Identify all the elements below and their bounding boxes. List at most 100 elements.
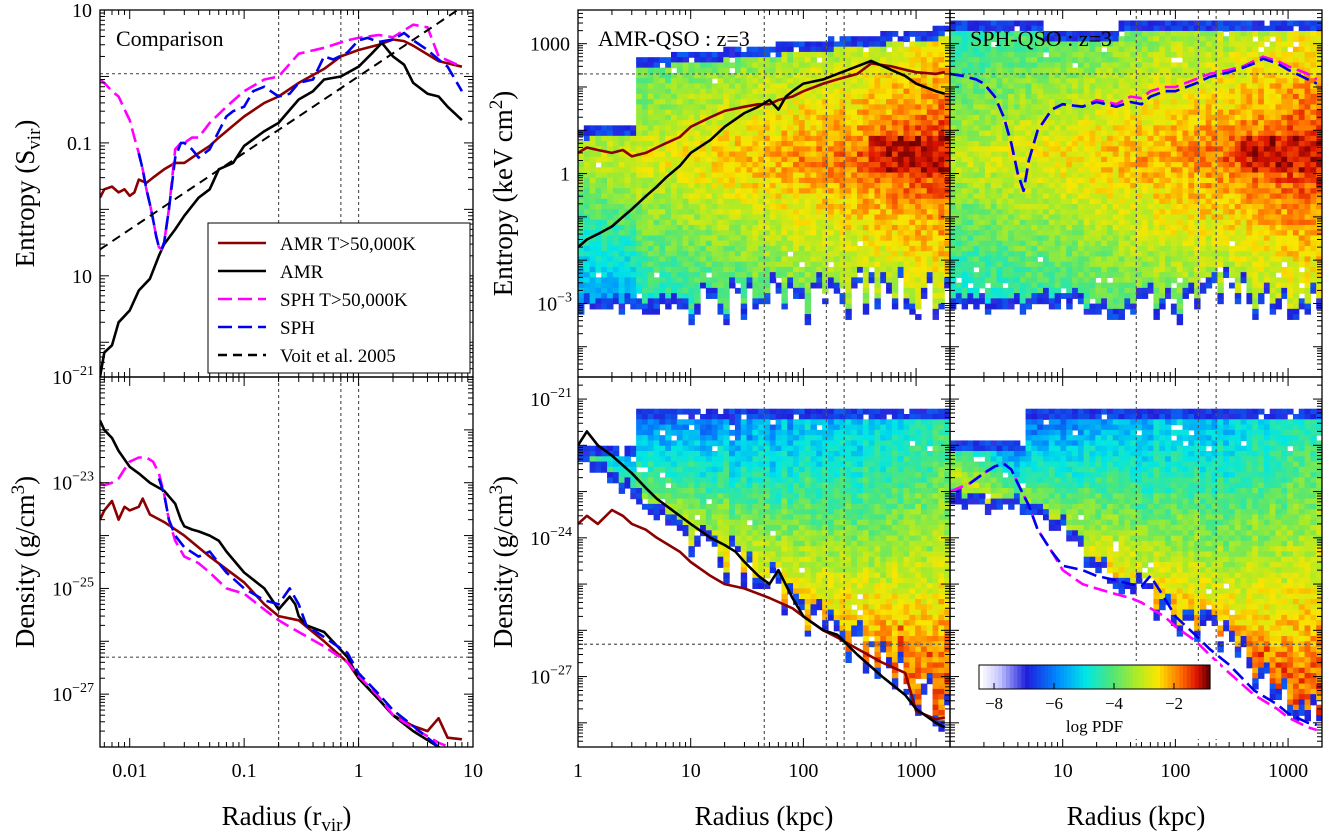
heatmap-cell: [810, 209, 817, 216]
heatmap-cell: [1031, 162, 1038, 168]
heatmap-cell: [961, 251, 969, 258]
heatmap-cell: [857, 93, 864, 100]
heatmap-cell: [665, 198, 672, 205]
heatmap-cell: [816, 203, 823, 210]
heatmap-cell: [984, 209, 992, 216]
heatmap-cell: [746, 193, 753, 200]
heatmap-cell: [955, 183, 963, 189]
heatmap-cell: [967, 162, 974, 168]
heatmap-cell: [671, 114, 678, 121]
heatmap-cell: [1083, 67, 1091, 74]
heatmap-cell: [891, 203, 899, 210]
heatmap-cell: [595, 135, 602, 142]
heatmap-cell: [659, 109, 666, 116]
heatmap-cell: [996, 41, 1003, 48]
heatmap-cell: [984, 245, 992, 252]
heatmap-cell: [996, 256, 1003, 263]
heatmap-cell: [711, 198, 719, 205]
heatmap-cell: [979, 72, 986, 79]
heatmap-cell: [816, 99, 823, 105]
heatmap-cell: [961, 224, 969, 231]
heatmap-cell: [798, 114, 806, 121]
heatmap-cell: [1043, 235, 1050, 242]
heatmap-cell: [868, 51, 876, 58]
heatmap-cell: [839, 177, 846, 184]
heatmap-cell: [578, 141, 585, 147]
heatmap-cell: [752, 230, 759, 237]
heatmap-cell: [903, 57, 910, 64]
heatmap-cell: [1043, 282, 1050, 289]
heatmap-cell: [746, 104, 753, 111]
heatmap-cell: [1089, 203, 1096, 210]
heatmap-cell: [1025, 78, 1032, 84]
heatmap-cell: [891, 277, 899, 284]
heatmap-cell: [903, 251, 910, 258]
heatmap-cell: [903, 104, 910, 111]
heatmap-cell: [897, 120, 905, 126]
heatmap-cell: [793, 57, 800, 64]
heatmap-cell: [723, 256, 730, 263]
heatmap-cell: [740, 88, 748, 95]
heatmap-cell: [967, 193, 974, 200]
heatmap-cell: [764, 214, 771, 221]
heatmap-cell: [862, 141, 870, 147]
heatmap-cell: [996, 224, 1003, 231]
heatmap-cell: [676, 104, 684, 111]
heatmap-cell: [891, 230, 899, 237]
heatmap-cell: [653, 177, 660, 184]
heatmap-cell: [647, 130, 655, 137]
heatmap-cell: [880, 46, 887, 53]
heatmap-cell: [967, 93, 974, 100]
heatmap-cell: [1077, 130, 1085, 137]
heatmap-cell: [769, 88, 777, 95]
heatmap-cell: [1013, 57, 1021, 64]
heatmap-cell: [1089, 266, 1096, 273]
heatmap-cell: [1019, 67, 1027, 74]
heatmap-cell: [595, 235, 602, 242]
heatmap-cell: [752, 156, 759, 163]
heatmap-cell: [862, 172, 870, 179]
heatmap-cell: [827, 224, 835, 231]
heatmap-cell: [915, 151, 922, 158]
heatmap-cell: [653, 188, 660, 195]
heatmap-cell: [787, 230, 794, 237]
heatmap-cell: [1008, 287, 1015, 294]
heatmap-cell: [996, 303, 1003, 310]
heatmap-cell: [967, 293, 974, 299]
heatmap-cell: [967, 183, 974, 189]
heatmap-cell: [775, 219, 783, 226]
heatmap-cell: [886, 193, 893, 200]
heatmap-cell: [1060, 272, 1067, 278]
heatmap-cell: [822, 78, 829, 84]
heatmap-cell: [862, 183, 870, 189]
heatmap-cell: [1043, 172, 1050, 179]
heatmap-cell: [903, 88, 910, 95]
heatmap-cell: [810, 167, 817, 174]
heatmap-cell: [886, 51, 893, 58]
heatmap-cell: [740, 272, 748, 278]
heatmap-cell: [636, 130, 643, 137]
heatmap-cell: [827, 130, 835, 137]
heatmap-cell: [764, 156, 771, 163]
heatmap-cell: [671, 235, 678, 242]
heatmap-cell: [845, 272, 852, 278]
heatmap-cell: [1043, 141, 1050, 147]
heatmap-cell: [758, 209, 765, 216]
heatmap-cell: [822, 130, 829, 137]
heatmap-cell: [822, 251, 829, 258]
heatmap-cell: [822, 41, 829, 48]
heatmap-cell: [810, 62, 817, 69]
heatmap-cell: [857, 99, 864, 105]
heatmap-cell: [1043, 78, 1050, 84]
heatmap-cell: [798, 162, 806, 168]
heatmap-cell: [804, 193, 812, 200]
heatmap-cell: [950, 67, 957, 74]
heatmap-cell: [1002, 251, 1009, 258]
heatmap-cell: [851, 172, 858, 179]
heatmap-cell: [583, 293, 591, 299]
heatmap-cell: [641, 109, 649, 116]
heatmap-cell: [926, 30, 934, 37]
heatmap-cell: [653, 209, 660, 216]
heatmap-cell: [891, 272, 899, 278]
heatmap-cell: [845, 183, 852, 189]
